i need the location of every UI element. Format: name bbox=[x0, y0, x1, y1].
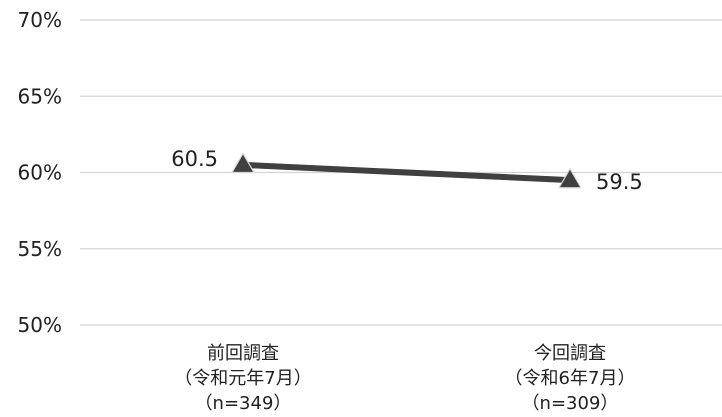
x-category-label: 前回調査 bbox=[207, 343, 279, 364]
x-axis-category-labels: 前回調査 （令和元年7月） （n=349） 今回調査 （令和6年7月） （n=309） bbox=[174, 343, 635, 414]
series-line bbox=[242, 161, 571, 184]
series-plot bbox=[230, 152, 583, 189]
x-category-label: （令和元年7月） bbox=[174, 368, 311, 389]
y-tick-label: 60% bbox=[18, 161, 62, 185]
x-category-label: （n=309） bbox=[522, 393, 619, 414]
x-category-label: （令和6年7月） bbox=[505, 368, 636, 389]
x-category-label: （n=349） bbox=[195, 393, 292, 414]
y-tick-label: 65% bbox=[18, 84, 62, 108]
y-tick-label: 70% bbox=[18, 8, 62, 32]
data-point-marker bbox=[557, 167, 583, 189]
y-tick-label: 50% bbox=[18, 313, 62, 337]
data-point-marker bbox=[230, 152, 256, 174]
y-axis-tick-labels: 50% 55% 60% 65% 70% bbox=[18, 8, 62, 337]
data-labels: 60.5 59.5 bbox=[171, 147, 643, 194]
data-label: 60.5 bbox=[171, 147, 218, 171]
x-category-label: 今回調査 bbox=[534, 343, 606, 364]
y-tick-label: 55% bbox=[18, 237, 62, 261]
data-label: 59.5 bbox=[596, 170, 643, 194]
